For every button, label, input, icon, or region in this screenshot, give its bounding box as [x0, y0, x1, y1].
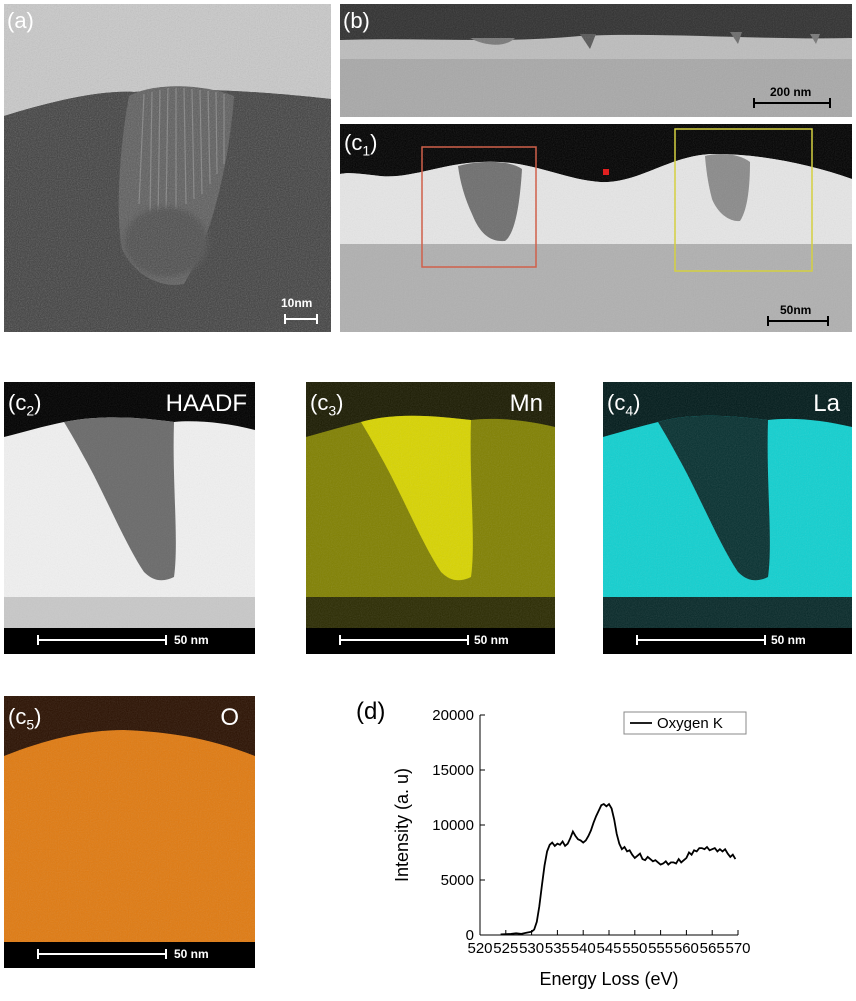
scale-bar-tick	[467, 635, 469, 645]
element-label-haadf: HAADF	[165, 390, 247, 417]
haadf-map-image	[4, 382, 255, 654]
y-tick-label: 0	[466, 927, 474, 944]
panel-c4-la-map: (c4) La 50 nm	[603, 382, 852, 654]
tem-cross-section-image	[4, 4, 331, 332]
scale-bar-tick	[284, 314, 286, 324]
scale-bar-tick	[316, 314, 318, 324]
scale-bar-label-c3: 50 nm	[474, 633, 509, 647]
y-axis-label: Intensity (a. u)	[392, 768, 412, 882]
panel-c1-haadf-detail: (c1) 50nm	[340, 124, 852, 332]
panel-c5-o-map: (c5) O 50 nm	[4, 696, 255, 968]
scale-bar-label-a: 10nm	[281, 296, 313, 310]
panel-label-b: (b)	[343, 8, 370, 33]
scale-bar-strip	[603, 628, 852, 654]
la-map-image	[603, 382, 852, 654]
legend-label: Oxygen K	[657, 715, 723, 732]
panel-label-c4: (c4)	[607, 390, 641, 419]
scale-bar-label-c5: 50 nm	[174, 947, 209, 961]
scale-bar-c4	[637, 639, 765, 641]
spectrum-marker	[603, 169, 609, 175]
scale-bar-label-c4: 50 nm	[771, 633, 806, 647]
scale-bar-tick	[767, 316, 769, 326]
x-tick-label: 555	[648, 940, 673, 957]
scale-bar-tick	[753, 98, 755, 108]
element-label-la: La	[813, 390, 840, 417]
x-tick-label: 525	[493, 940, 518, 957]
scale-bar-tick	[827, 316, 829, 326]
scale-bar-tick	[829, 98, 831, 108]
x-tick-label: 550	[622, 940, 647, 957]
series-line-oxygen-k	[500, 802, 737, 936]
scale-bar-c5	[38, 953, 166, 955]
panel-label-c3: (c3)	[310, 390, 344, 419]
scale-bar-label-b: 200 nm	[770, 85, 812, 99]
x-tick-label: 545	[596, 940, 621, 957]
panel-c2-haadf-map: (c2) HAADF 50 nm	[4, 382, 255, 654]
scale-bar-tick	[37, 635, 39, 645]
scale-bar-c3	[340, 639, 468, 641]
roi-box-left	[421, 146, 537, 268]
x-tick-label: 530	[519, 940, 544, 957]
haadf-overview-image	[340, 4, 852, 117]
panel-label-a: (a)	[7, 8, 34, 33]
scale-bar-b	[754, 102, 830, 104]
panel-label-d: (d)	[356, 698, 386, 725]
roi-box-right	[674, 128, 813, 272]
mn-map-image	[306, 382, 555, 654]
element-label-o: O	[220, 704, 239, 731]
panel-c3-mn-map: (c3) Mn 50 nm	[306, 382, 555, 654]
scale-bar-strip	[306, 628, 555, 654]
scale-bar-a	[285, 318, 317, 320]
o-map-image	[4, 696, 255, 968]
scale-bar-strip	[4, 942, 255, 968]
y-tick-label: 10000	[432, 817, 474, 834]
scale-bar-tick	[37, 949, 39, 959]
scale-bar-tick	[339, 635, 341, 645]
eels-spectrum-chart: 520 525 530 535 540 545 550 555 560 565 570 0 5000 10…	[392, 707, 751, 989]
x-tick-label: 570	[725, 940, 750, 957]
scale-bar-tick	[636, 635, 638, 645]
panel-label-c1: (c1)	[344, 130, 378, 159]
scale-bar-label-c1: 50nm	[780, 303, 812, 317]
panel-label-c2: (c2)	[8, 390, 42, 419]
x-tick-label: 560	[674, 940, 699, 957]
scale-bar-label-c2: 50 nm	[174, 633, 209, 647]
x-axis-label: Energy Loss (eV)	[539, 969, 678, 989]
element-label-mn: Mn	[509, 390, 543, 417]
x-tick-label: 520	[467, 940, 492, 957]
panel-b-haadf-overview: (b) 200 nm	[340, 4, 852, 117]
scale-bar-tick	[165, 635, 167, 645]
x-tick-label: 540	[571, 940, 596, 957]
scale-bar-c1	[768, 320, 828, 322]
scale-bar-tick	[165, 949, 167, 959]
scale-bar-tick	[764, 635, 766, 645]
panel-a-tem-image: (a) 10nm	[4, 4, 331, 332]
scale-bar-c2	[38, 639, 166, 641]
x-tick-label: 535	[545, 940, 570, 957]
haadf-detail-image	[340, 124, 852, 332]
x-tick-label: 565	[700, 940, 725, 957]
legend-box	[623, 711, 747, 735]
scale-bar-strip	[4, 628, 255, 654]
y-tick-label: 15000	[432, 762, 474, 779]
panel-label-c5: (c5)	[8, 704, 42, 733]
y-tick-label: 20000	[432, 707, 474, 724]
y-tick-label: 5000	[441, 872, 474, 889]
